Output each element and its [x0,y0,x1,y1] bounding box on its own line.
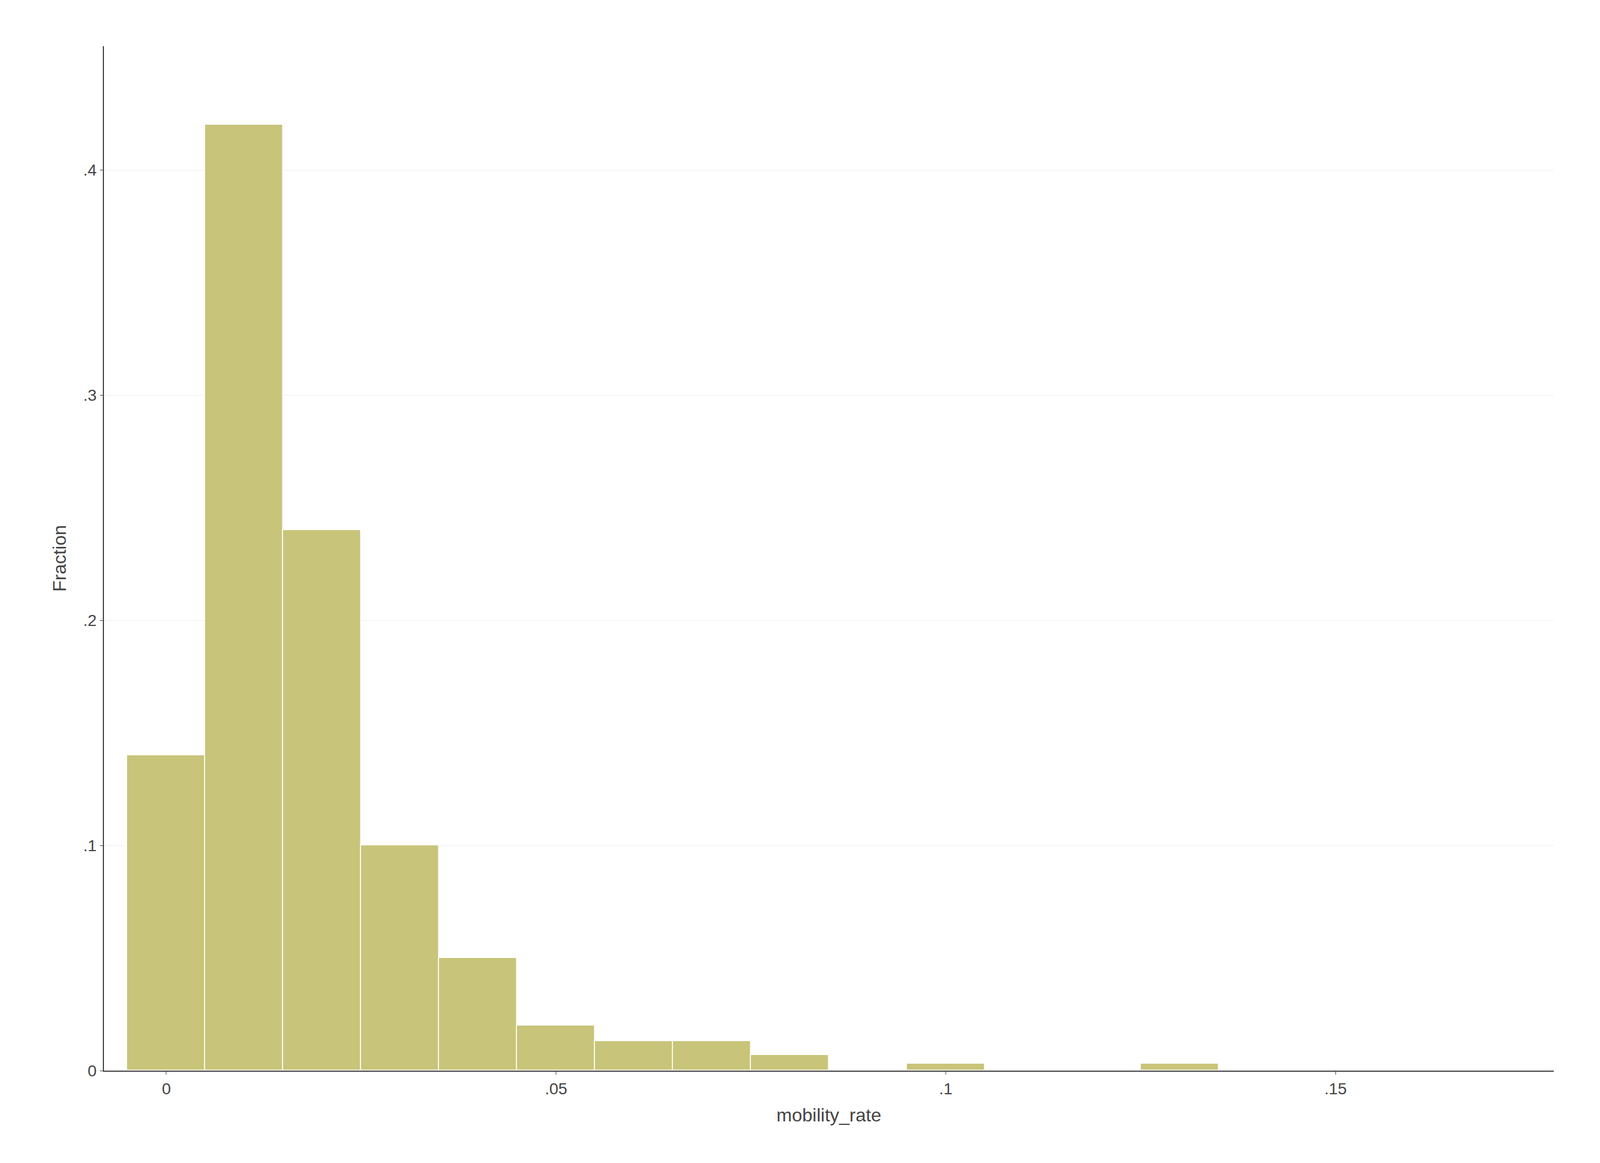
svg-text:0: 0 [87,1062,98,1081]
svg-text:.1: .1 [83,836,97,855]
svg-text:.3: .3 [83,386,97,405]
svg-text:.2: .2 [83,611,97,630]
svg-text:Fraction: Fraction [49,525,70,593]
svg-text:.4: .4 [83,161,97,180]
svg-text:.15: .15 [1324,1080,1348,1099]
svg-text:.1: .1 [939,1080,953,1099]
svg-text:0: 0 [161,1080,171,1099]
svg-text:.05: .05 [544,1080,568,1099]
svg-text:mobility_rate: mobility_rate [776,1104,881,1126]
